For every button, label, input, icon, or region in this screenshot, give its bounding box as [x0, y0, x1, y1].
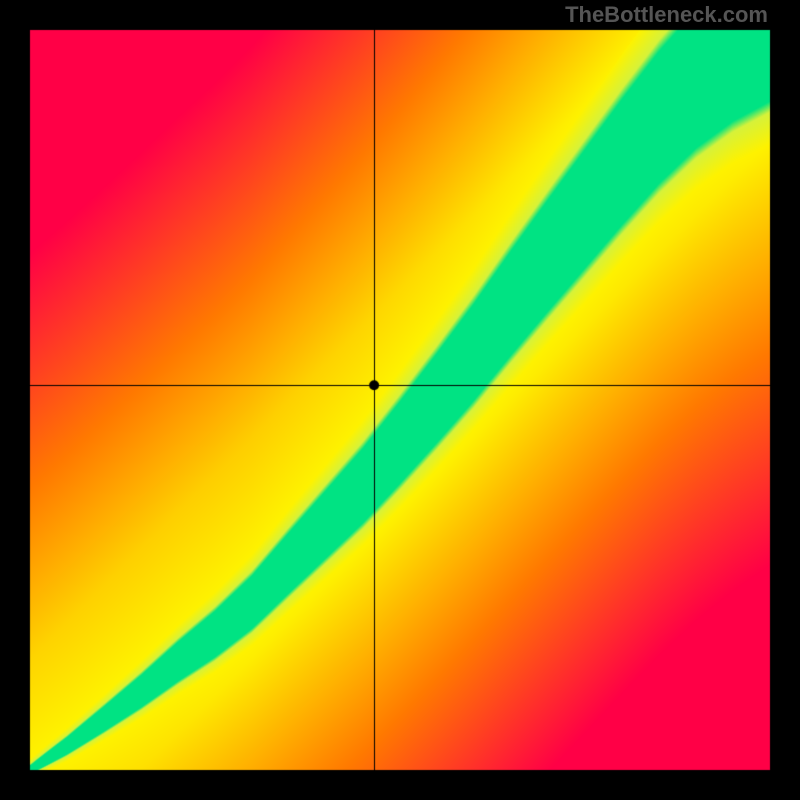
bottleneck-heatmap-canvas: [0, 0, 800, 800]
chart-container: TheBottleneck.com: [0, 0, 800, 800]
